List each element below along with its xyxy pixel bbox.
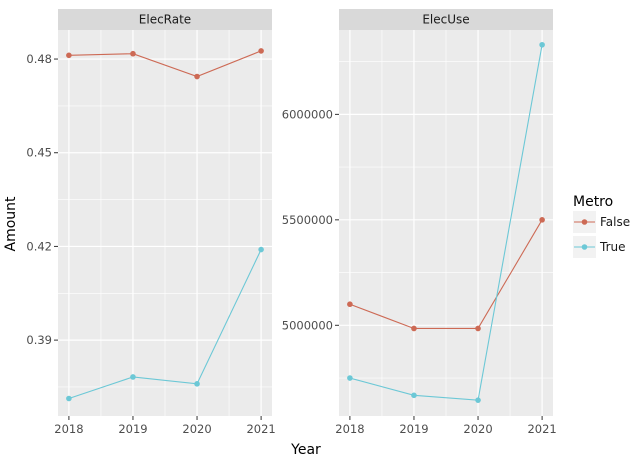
data-point: [475, 325, 481, 332]
series-line: [349, 44, 543, 401]
x-tick-label: 2021: [246, 422, 275, 436]
facet-strip-label: ElecRate: [139, 13, 191, 27]
facet-panel-elecrate: ElecRate 0.39 0.42 0.45 0.48 2018 2019 2020 2021: [26, 9, 276, 436]
data-point: [194, 73, 200, 80]
data-point: [66, 52, 72, 59]
series-false: [347, 217, 545, 332]
series-true: [347, 41, 545, 403]
data-point: [258, 246, 264, 253]
y-axis-title: Amount: [3, 196, 19, 252]
data-point: [411, 392, 417, 399]
y-tick-label: 5500000: [282, 213, 333, 227]
series-true: [66, 246, 264, 402]
legend-label: False: [600, 215, 630, 229]
legend: Metro False True: [573, 194, 630, 258]
legend-label: True: [599, 240, 626, 254]
x-tick-label: 2018: [335, 422, 364, 436]
data-point: [258, 48, 264, 54]
data-point: [539, 41, 545, 48]
data-point: [475, 397, 481, 403]
facet-strip: [58, 9, 272, 30]
x-tick-label: 2019: [399, 422, 428, 436]
legend-key-point: [581, 244, 588, 250]
legend-key-true: True: [573, 236, 626, 258]
x-tick-label: 2020: [182, 422, 211, 436]
legend-keys: False True: [573, 211, 630, 258]
y-tick-label: 0.48: [26, 52, 52, 66]
y-tick-label: 0.45: [26, 146, 52, 160]
legend-title: Metro: [573, 194, 613, 210]
x-tick-label: 2019: [118, 422, 147, 436]
y-tick-label: 5000000: [282, 318, 333, 332]
y-tick-label: 0.42: [26, 239, 52, 253]
x-tick-label: 2018: [54, 422, 83, 436]
facet-strip: [339, 9, 553, 30]
series-false: [66, 48, 264, 80]
data-point: [66, 395, 72, 402]
series-line: [349, 219, 543, 330]
data-point: [539, 217, 545, 223]
y-tick-label: 6000000: [282, 107, 333, 121]
series-line: [68, 249, 262, 400]
legend-key-point: [581, 219, 588, 225]
legend-key-false: False: [573, 211, 630, 233]
x-tick-label: 2021: [527, 422, 556, 436]
x-tick-label: 2020: [463, 422, 492, 436]
data-point: [347, 375, 353, 381]
data-point: [130, 374, 136, 380]
data-point: [411, 325, 417, 332]
data-point: [347, 301, 353, 308]
facet-panel-elecuse: ElecUse 5000000 5500000 6000000 2018 2019 2020…: [282, 9, 557, 436]
facet-strip-label: ElecUse: [422, 13, 469, 27]
y-tick-label: 0.39: [26, 333, 52, 347]
x-axis-title: Year: [290, 442, 321, 458]
series-line: [68, 50, 262, 78]
data-point: [194, 381, 200, 387]
facet-panels: ElecRate 0.39 0.42 0.45 0.48 2018 2019 2020 2021…: [26, 9, 557, 436]
data-point: [130, 50, 136, 57]
